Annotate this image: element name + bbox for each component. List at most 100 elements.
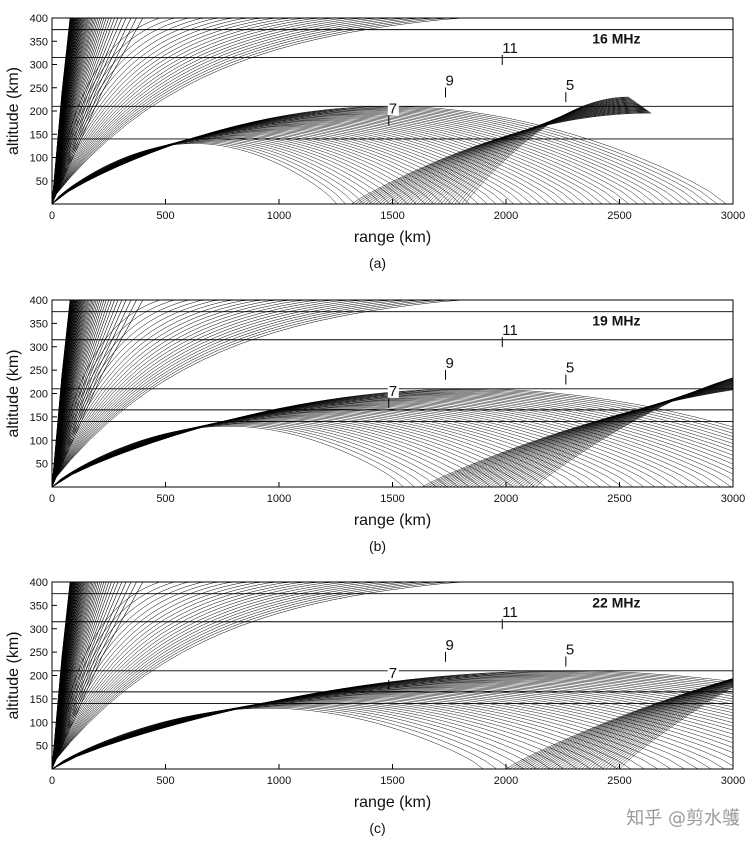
ray-second-hop — [413, 104, 639, 204]
ray-escaping — [52, 300, 733, 483]
ray-second-hop — [543, 678, 733, 769]
ray-first-hop — [52, 704, 538, 769]
panel-1: 0 500 1000 1500 2000 2500 3000 50 100 150 200 250 30… — [5, 13, 745, 271]
ray-first-hop — [52, 424, 426, 487]
ray-second-hop — [518, 378, 733, 487]
panel-3: 0 500 1000 1500 2000 2500 3000 50 100 150 200 250 30… — [5, 577, 745, 836]
y-tick-label: 400 — [30, 577, 48, 589]
ray-escaping — [52, 18, 542, 200]
ray-steep — [52, 300, 103, 487]
ray-escaping — [52, 582, 438, 765]
ray-label-bg — [444, 71, 456, 88]
x-tick-label: 0 — [49, 210, 55, 222]
y-tick-label: 50 — [36, 176, 48, 188]
ray-second-hop — [458, 97, 631, 204]
x-tick-label: 1000 — [267, 775, 291, 787]
ray-escaping — [52, 582, 464, 765]
frequency-label: 19 MHz — [592, 313, 640, 329]
ray-first-hop — [52, 141, 355, 204]
ray-second-hop — [557, 678, 733, 769]
ray-steep — [52, 582, 123, 769]
y-tick-label: 350 — [30, 600, 48, 612]
ray-second-hop — [609, 684, 733, 769]
ray-escaping — [52, 18, 309, 200]
first-hop-bundle — [52, 670, 733, 769]
ray-elevation-label: 7 — [389, 100, 397, 117]
ray-escaping — [52, 18, 594, 200]
ray-escaping — [52, 300, 490, 483]
x-tick-label: 3000 — [721, 493, 745, 505]
ray-escaping — [52, 582, 335, 765]
ray-second-hop — [526, 678, 733, 769]
ray-escaping — [52, 582, 412, 765]
ray-escaping — [52, 18, 568, 200]
ray-second-hop — [454, 98, 631, 204]
y-tick-label: 350 — [30, 36, 48, 48]
ray-steep — [52, 18, 97, 204]
ray-escaping — [52, 582, 386, 765]
ray-second-hop — [444, 99, 633, 204]
ray-escaping — [52, 582, 309, 765]
ray-escaping — [52, 582, 733, 765]
ray-escaping — [52, 300, 257, 483]
x-axis-label: range (km) — [354, 229, 431, 246]
ray-steep — [52, 18, 107, 204]
ray-second-hop — [365, 110, 649, 204]
ray-first-hop — [52, 702, 578, 769]
y-tick-label: 300 — [30, 342, 48, 354]
ray-steep — [52, 582, 97, 769]
ray-second-hop — [389, 107, 644, 204]
y-tick-label: 250 — [30, 365, 48, 377]
panel-2: 0 500 1000 1500 2000 2500 3000 50 100 150 200 250 30… — [5, 295, 745, 554]
ray-second-hop — [619, 686, 733, 769]
y-tick-label: 50 — [36, 459, 48, 471]
ray-steep — [52, 300, 97, 487]
ray-escaping — [52, 582, 733, 765]
ray-second-hop — [434, 101, 635, 204]
ray-first-hop — [52, 421, 459, 487]
x-tick-label: 3000 — [721, 775, 745, 787]
ray-escaping — [52, 18, 733, 200]
x-tick-label: 1500 — [380, 775, 404, 787]
ray-escaping — [52, 18, 386, 200]
ray-escaping — [52, 300, 542, 483]
frequency-label: 22 MHz — [592, 595, 640, 611]
ray-escaping — [52, 18, 516, 200]
panel-label: (a) — [369, 255, 386, 271]
ray-escaping — [52, 582, 672, 765]
ray-second-hop — [507, 379, 733, 487]
ray-escaping — [52, 300, 283, 483]
ray-second-hop — [420, 103, 638, 204]
second-hop-bundle — [351, 96, 652, 204]
x-axis-label: range (km) — [354, 512, 431, 529]
ray-escaping — [52, 18, 283, 200]
ray-second-hop — [535, 377, 733, 487]
ray-escaping — [52, 300, 386, 483]
ray-escaping — [52, 582, 542, 765]
second-hop-bundle — [421, 377, 733, 487]
ray-escaping — [52, 18, 412, 200]
ray-elevation-label: 9 — [446, 637, 454, 654]
ray-escaping — [52, 582, 646, 765]
ray-label-bg — [564, 76, 576, 93]
ray-first-hop — [52, 707, 484, 769]
ray-first-hop — [52, 408, 634, 487]
ray-second-hop — [581, 680, 733, 769]
ray-second-hop — [516, 678, 733, 769]
ray-label-bg — [387, 381, 399, 398]
ray-second-hop — [550, 678, 733, 769]
ray-escaping — [52, 300, 412, 483]
x-tick-label: 2000 — [494, 775, 518, 787]
y-tick-label: 100 — [30, 717, 48, 729]
ray-escaping — [52, 18, 733, 200]
ray-second-hop — [451, 98, 632, 204]
ray-escaping — [52, 582, 568, 765]
ray-second-hop — [540, 678, 733, 769]
ray-second-hop — [567, 679, 733, 769]
watermark: 知乎 @剪水鹱 — [626, 808, 740, 829]
ray-steep — [52, 300, 123, 487]
ray-escaping — [52, 18, 646, 200]
ray-second-hop — [588, 681, 733, 769]
y-axis-label: altitude (km) — [5, 349, 22, 437]
ray-first-hop — [52, 109, 691, 204]
